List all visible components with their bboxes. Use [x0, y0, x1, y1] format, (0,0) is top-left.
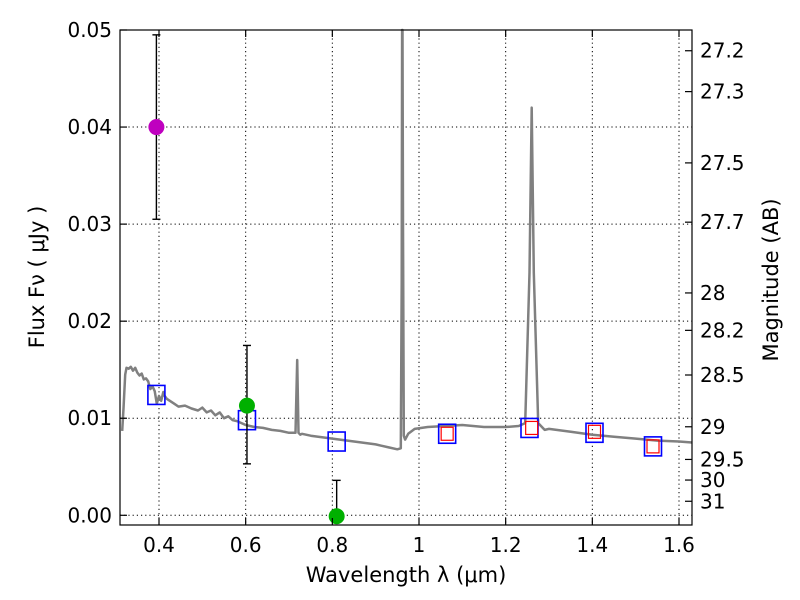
- y2-axis-title: Magnitude (AB): [759, 198, 783, 361]
- mag-tick-label: 30: [700, 468, 725, 492]
- mag-tick-label: 29: [700, 415, 725, 439]
- model-band-flux-box: [437, 423, 457, 445]
- x-tick-label: 0.6: [230, 533, 262, 557]
- x-tick-label: 1.4: [576, 533, 608, 557]
- observed-nir-box: [525, 420, 539, 436]
- mag-tick-label: 27.3: [700, 80, 745, 104]
- observed-point: [328, 508, 345, 525]
- grid: [120, 29, 692, 525]
- x-tick-label: 1.2: [490, 533, 522, 557]
- series-layer: [120, 28, 693, 525]
- y-axis-title: Flux Fν ( μJy ): [25, 206, 49, 349]
- observed-nir-box: [440, 426, 454, 441]
- y-tick-label: 0.05: [67, 18, 112, 42]
- model-band-flux-box: [147, 384, 166, 406]
- mag-tick-label: 28.2: [700, 318, 745, 342]
- y-tick-label: 0.02: [67, 309, 112, 333]
- x-tick-label: 0.8: [316, 533, 348, 557]
- model-band-flux-box: [327, 431, 346, 452]
- axes-layer: 0.4 0.6 0.8 1 1.2 1.4 1.6 0.00 0.01 0.02 0.03 0.04 0…: [67, 18, 744, 557]
- x-tick-label: 1.6: [663, 533, 695, 557]
- x-tick-label: 0.4: [143, 533, 175, 557]
- model-sed-line: [120, 28, 693, 451]
- observed-point: [148, 119, 165, 136]
- observed-point: [238, 397, 255, 414]
- mag-tick-label: 29.5: [700, 447, 745, 471]
- mag-tick-label: 27.2: [700, 39, 745, 63]
- x-tick-label: 1: [413, 533, 426, 557]
- y-tick-label: 0.03: [67, 212, 112, 236]
- mag-tick-label: 27.5: [700, 151, 745, 175]
- plot-frame: [119, 29, 693, 526]
- mag-tick-label: 28: [700, 281, 725, 305]
- observed-nir-box: [587, 424, 602, 439]
- mag-tick-label: 27.7: [700, 210, 745, 234]
- model-band-flux-box: [585, 422, 604, 444]
- mag-tick-label: 28.5: [700, 363, 745, 387]
- mag-tick-label: 31: [700, 489, 725, 513]
- observed-nir-box: [646, 439, 660, 454]
- model-band-flux-box: [643, 436, 663, 457]
- x-axis-title: Wavelength λ (μm): [306, 563, 507, 587]
- y-tick-label: 0.01: [67, 406, 112, 430]
- y-tick-label: 0.00: [67, 503, 112, 527]
- y-tick-label: 0.04: [67, 115, 112, 139]
